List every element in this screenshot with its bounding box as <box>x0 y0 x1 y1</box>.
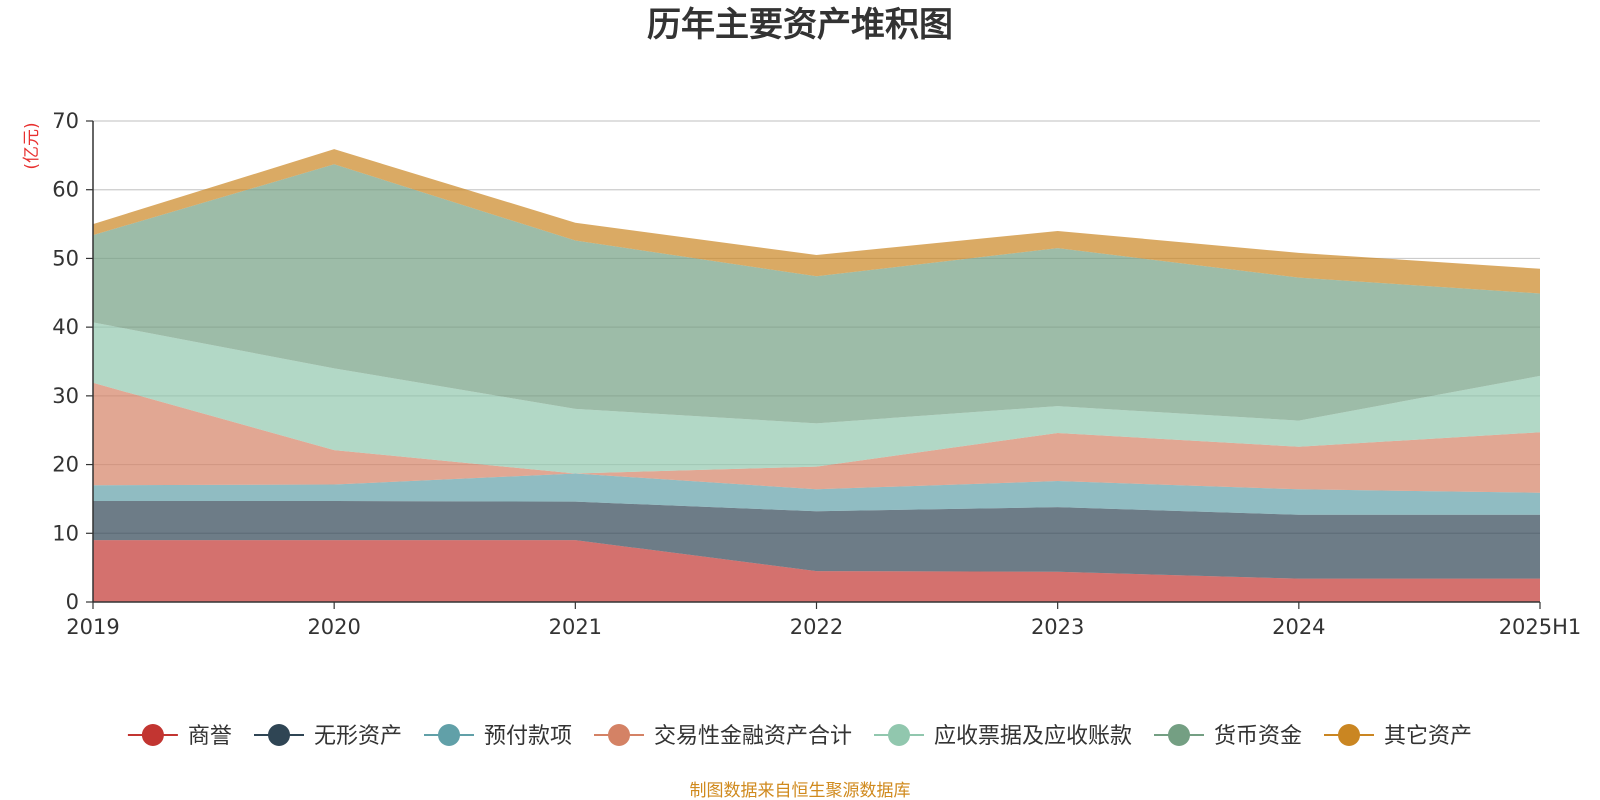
legend-item-6[interactable]: 其它资产 <box>1324 724 1472 749</box>
chart-title: 历年主要资产堆积图 <box>647 5 953 45</box>
legend-circle-icon <box>141 724 164 746</box>
x-tick-label: 2023 <box>1031 615 1084 639</box>
legend-label: 应收票据及应收账款 <box>934 724 1132 749</box>
area-series-3 <box>93 382 1540 493</box>
area-series-2 <box>93 473 1540 515</box>
legend-label: 货币资金 <box>1214 724 1302 749</box>
x-tick-label: 2019 <box>66 615 119 639</box>
area-series-5 <box>93 164 1540 424</box>
area-series-4 <box>93 322 1540 474</box>
y-axis-unit-label: (亿元) <box>22 122 42 169</box>
legend-label: 无形资产 <box>314 724 402 749</box>
legend-item-3[interactable]: 交易性金融资产合计 <box>594 724 852 749</box>
y-tick-label: 40 <box>52 315 79 339</box>
area-series-6 <box>93 149 1540 294</box>
x-tick-label: 2024 <box>1272 615 1325 639</box>
legend-label: 其它资产 <box>1384 724 1472 749</box>
x-tick-label: 2020 <box>307 615 360 639</box>
legend-circle-icon <box>438 724 460 746</box>
y-tick-label: 70 <box>52 109 79 133</box>
x-tick-label: 2022 <box>790 615 843 639</box>
y-tick-label: 30 <box>52 384 79 408</box>
legend-label: 预付款项 <box>484 724 572 749</box>
y-tick-label: 10 <box>52 521 79 545</box>
x-tick-label: 2021 <box>549 615 602 639</box>
area-series-layer <box>93 149 1540 602</box>
legend-circle-icon <box>1168 724 1190 746</box>
axes: 0 10 20 30 40 50 60 70 2019 2020 2021 2022 2023 2024 2… <box>52 109 1581 639</box>
legend-circle-icon <box>1338 724 1360 746</box>
legend-item-5[interactable]: 货币资金 <box>1154 724 1302 749</box>
y-tick-label: 0 <box>66 590 79 614</box>
legend-item-2[interactable]: 预付款项 <box>424 724 572 749</box>
x-tick-label: 2025H1 <box>1499 615 1582 639</box>
y-tick-label: 50 <box>52 246 79 270</box>
legend: 商誉 无形资产 预付款项 交易性金融资产合计 应收票据及应收账款 货币资金 其它资产 <box>127 724 1472 749</box>
legend-item-0[interactable]: 商誉 <box>127 724 232 749</box>
data-source-note: 制图数据来自恒生聚源数据库 <box>690 781 911 800</box>
y-tick-label: 60 <box>52 178 79 202</box>
legend-circle-icon <box>268 724 290 746</box>
y-tick-label: 20 <box>52 453 79 477</box>
legend-circle-icon <box>888 724 910 746</box>
legend-circle-icon <box>608 724 630 746</box>
legend-label: 交易性金融资产合计 <box>654 724 852 749</box>
legend-label: 商誉 <box>188 724 232 749</box>
legend-item-1[interactable]: 无形资产 <box>254 724 402 749</box>
legend-item-4[interactable]: 应收票据及应收账款 <box>874 724 1132 749</box>
area-series-1 <box>93 500 1540 579</box>
area-series-0 <box>93 540 1540 602</box>
